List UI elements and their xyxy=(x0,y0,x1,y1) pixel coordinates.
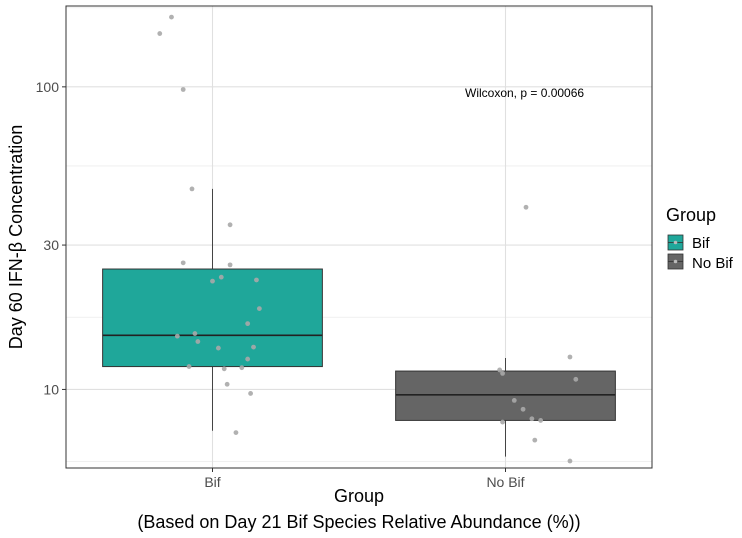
data-point-no-bif xyxy=(497,367,503,373)
grid-layer xyxy=(66,6,652,468)
x-tick-label: No Bif xyxy=(486,474,524,490)
x-axis-title: Group xyxy=(334,486,384,506)
data-point-bif xyxy=(218,274,224,280)
legend-swatch-nobif-point xyxy=(673,259,678,264)
data-point-no-bif xyxy=(523,204,529,210)
data-point-bif xyxy=(157,31,163,36)
data-point-bif xyxy=(189,186,195,192)
data-point-bif xyxy=(210,278,215,284)
data-point-bif xyxy=(256,306,262,311)
box-no-bif xyxy=(395,370,616,421)
data-point-bif xyxy=(186,364,192,369)
legend-key-bif xyxy=(667,234,684,251)
data-point-bif xyxy=(215,345,221,351)
data-point-bif xyxy=(233,430,239,436)
legend-label-nobif: No Bif xyxy=(692,255,734,272)
axis-layer: 10 30 100 Bif No Bif xyxy=(36,79,525,490)
legend-label-bif: Bif xyxy=(692,235,710,252)
data-point-bif xyxy=(221,366,227,372)
data-point-bif xyxy=(169,14,174,20)
legend-key-nobif xyxy=(667,253,684,270)
data-point-bif xyxy=(192,331,198,336)
data-point-bif xyxy=(254,277,259,283)
data-point-bif xyxy=(174,333,180,339)
data-point-no-bif xyxy=(500,370,505,376)
x-tick-label: Bif xyxy=(204,474,220,490)
data-point-bif xyxy=(227,222,233,228)
data-point-no-bif xyxy=(538,418,544,423)
data-point-no-bif xyxy=(567,458,573,464)
data-point-bif xyxy=(245,321,251,327)
data-point-bif xyxy=(239,365,245,371)
y-tick-label: 30 xyxy=(43,237,59,253)
data-point-bif xyxy=(251,344,256,350)
legend-title: Group xyxy=(666,205,716,225)
y-tick-label: 100 xyxy=(36,79,60,95)
data-point-no-bif xyxy=(500,419,505,425)
data-point-no-bif xyxy=(573,376,579,382)
data-point-no-bif xyxy=(511,397,517,403)
data-point-bif xyxy=(180,87,186,92)
data-point-no-bif xyxy=(567,354,573,360)
annotation-wilcoxon: Wilcoxon, p = 0.00066 xyxy=(465,86,584,100)
data-point-no-bif xyxy=(529,416,535,422)
panel-border xyxy=(65,5,653,469)
box-layer xyxy=(102,188,616,457)
data-point-bif xyxy=(245,356,251,362)
data-point-bif xyxy=(224,381,230,387)
data-point-bif xyxy=(248,391,253,396)
data-point-bif xyxy=(180,260,186,266)
x-axis-subtitle: (Based on Day 21 Bif Species Relative Ab… xyxy=(137,512,580,532)
data-point-no-bif xyxy=(520,406,526,412)
data-point-bif xyxy=(195,339,201,344)
point-layer xyxy=(157,14,579,464)
y-tick-label: 10 xyxy=(43,381,59,397)
legend: Group Bif No Bif xyxy=(666,205,734,272)
legend-swatch-bif-point xyxy=(673,240,678,245)
data-point-bif xyxy=(227,262,233,268)
data-point-no-bif xyxy=(532,437,538,443)
box-bif xyxy=(102,268,323,368)
y-axis-title: Day 60 IFN-β Concentration xyxy=(6,125,26,349)
